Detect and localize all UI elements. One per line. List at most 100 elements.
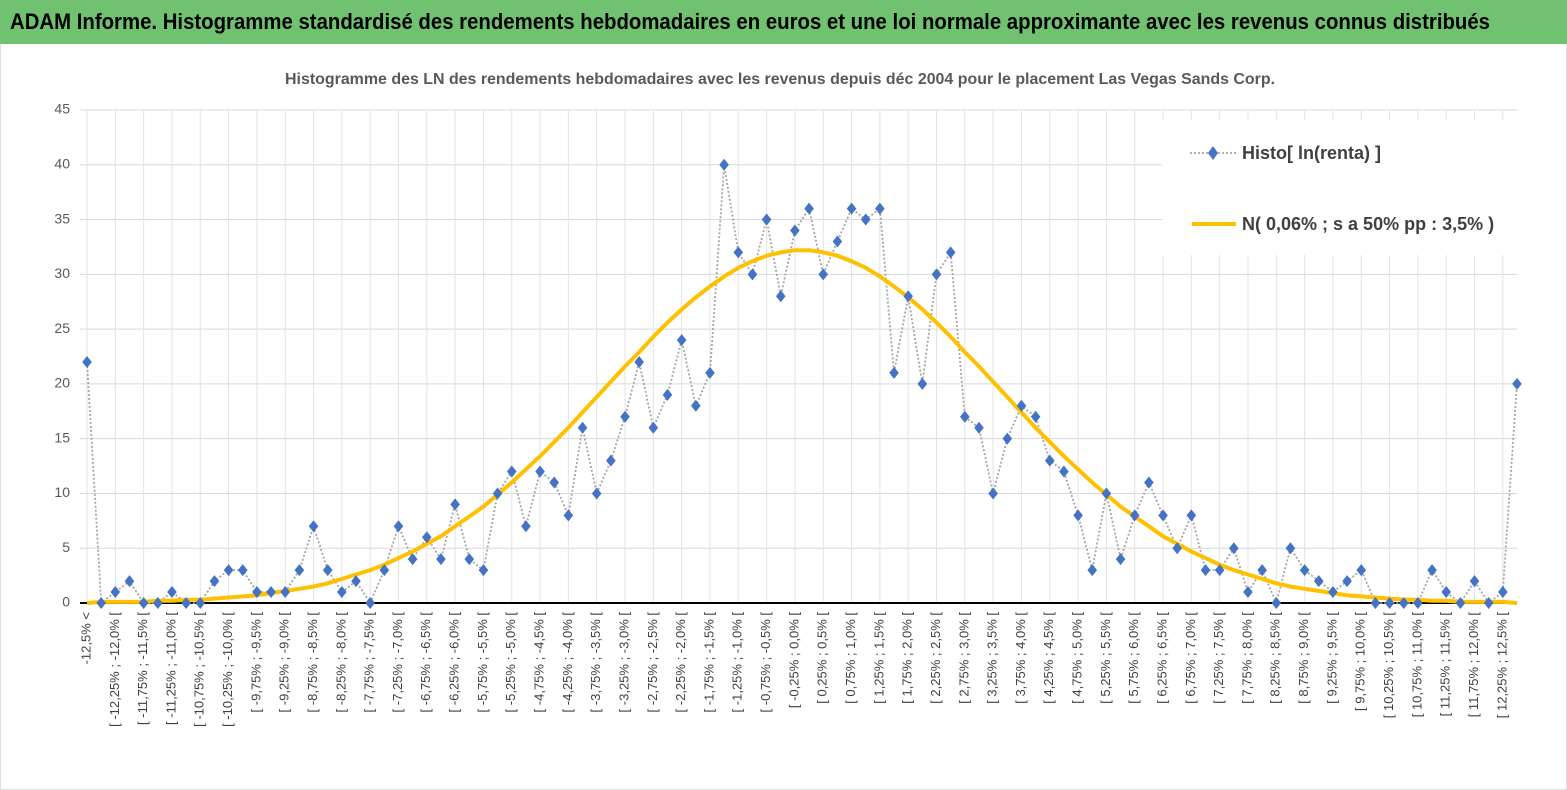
data-point: [181, 597, 191, 609]
y-tick-label: 45: [54, 101, 70, 117]
x-tick-label: [ -0,75% ; -0,5% [: [758, 612, 773, 713]
data-point: [775, 290, 786, 303]
data-point: [1144, 476, 1154, 489]
data-point: [974, 421, 984, 434]
data-point: [1285, 542, 1296, 555]
data-point: [1158, 509, 1168, 522]
x-tick-label: [ -8,25% ; -8,0% [: [333, 612, 348, 713]
x-tick-label: [ 2,25% ; 2,5% [: [928, 612, 943, 704]
x-tick-label: [ -9,75% ; -9,5% [: [248, 612, 263, 713]
data-point: [1200, 564, 1211, 577]
data-point: [82, 355, 92, 368]
data-point: [379, 564, 390, 577]
data-point: [492, 487, 503, 500]
x-tick-label: [ 5,25% ; 5,5% [: [1098, 612, 1113, 704]
data-point: [1172, 542, 1182, 555]
data-point: [832, 235, 843, 248]
data-point: [1413, 597, 1423, 609]
data-point: [903, 290, 913, 303]
data-point: [960, 410, 970, 423]
data-point: [294, 564, 305, 577]
data-point: [1441, 586, 1452, 599]
data-point: [209, 575, 220, 588]
x-tick-label: [ -0,25% ; 0,0% [: [786, 612, 801, 708]
x-tick-label: [ -12,25% ; -12,0% [: [107, 612, 122, 727]
data-point: [988, 487, 998, 500]
data-point: [1257, 564, 1267, 577]
data-point: [1073, 509, 1083, 522]
data-point: [1328, 586, 1338, 599]
data-point: [1498, 586, 1508, 599]
y-tick-label: 25: [54, 320, 70, 336]
x-tick-label: [ 6,25% ; 6,5% [: [1154, 612, 1169, 704]
x-tick-label: [ 12,25% ; 12,5% [: [1494, 612, 1509, 719]
data-point: [889, 366, 899, 379]
x-tick-label: [ 4,75% ; 5,0% [: [1070, 612, 1085, 704]
x-tick-label: [ 4,25% ; 4,5% [: [1041, 612, 1056, 704]
data-point: [1384, 597, 1395, 609]
x-tick-label: [ -6,75% ; -6,5% [: [418, 612, 433, 713]
x-tick-label: [ -11,75% ; -11,5% [: [135, 612, 150, 725]
data-point: [676, 334, 687, 347]
data-point: [478, 564, 489, 577]
data-point: [804, 202, 814, 215]
data-point: [252, 586, 262, 599]
y-tick-label: 35: [54, 210, 70, 226]
x-tick-label: [ -1,75% ; -1,5% [: [701, 612, 716, 713]
data-point: [1016, 399, 1027, 412]
data-point: [691, 399, 701, 412]
data-point: [110, 586, 121, 599]
x-tick-label: [ -2,75% ; -2,5% [: [645, 612, 660, 713]
data-point: [591, 487, 602, 500]
y-tick-label: 20: [54, 375, 70, 391]
data-point: [563, 509, 574, 522]
data-point: [521, 520, 531, 533]
data-point: [351, 575, 361, 588]
x-tick-label: [ -8,75% ; -8,5% [: [305, 612, 320, 713]
data-point: [931, 268, 942, 281]
data-point: [662, 388, 673, 401]
x-tick-label: [ -11,25% ; -11,0% [: [163, 612, 178, 725]
data-point: [96, 597, 106, 609]
data-point: [1101, 487, 1112, 500]
data-point: [195, 597, 206, 609]
data-point: [790, 224, 800, 237]
header-bar: [0, 0, 1567, 44]
y-tick-label: 15: [54, 429, 70, 445]
data-point: [1455, 597, 1466, 609]
data-point: [450, 498, 460, 511]
data-point: [1483, 597, 1494, 609]
data-point: [1398, 597, 1409, 609]
data-point: [634, 355, 644, 368]
x-tick-label: [ -4,75% ; -4,5% [: [532, 612, 547, 713]
data-point: [875, 202, 885, 215]
data-point: [464, 553, 475, 566]
x-tick-label: [ -3,75% ; -3,5% [: [588, 612, 603, 713]
data-point: [1313, 575, 1324, 588]
x-tick-label: [ -10,75% ; -10,5% [: [192, 612, 207, 727]
x-tick-label: [ -5,75% ; -5,5% [: [475, 612, 490, 713]
data-point: [846, 202, 857, 215]
x-tick-label: [ -1,25% ; -1,0% [: [730, 612, 745, 713]
data-point: [152, 597, 163, 609]
y-tick-label: 40: [54, 155, 70, 171]
data-point: [1115, 553, 1126, 566]
chart-title: Histogramme des LN des rendements hebdom…: [285, 71, 1275, 88]
data-point: [1087, 564, 1098, 577]
data-point: [393, 520, 404, 533]
data-point: [606, 454, 616, 467]
data-point: [1044, 454, 1055, 467]
data-point: [1469, 575, 1480, 588]
x-tick-label: [ 11,25% ; 11,5% [: [1438, 612, 1453, 717]
legend-box: [1162, 120, 1542, 255]
x-tick-label: [ 0,25% ; 0,5% [: [815, 612, 830, 704]
data-point: [945, 246, 956, 259]
header-title: ADAM Informe. Histogramme standardisé de…: [10, 9, 1490, 34]
data-point: [1342, 575, 1352, 588]
data-point: [761, 213, 772, 226]
data-point: [860, 213, 871, 226]
x-tick-label: [ 8,75% ; 9,0% [: [1296, 612, 1311, 704]
data-point: [733, 246, 744, 259]
x-tick-label: [ 3,75% ; 4,0% [: [1013, 612, 1028, 704]
x-tick-label: [ 2,75% ; 3,0% [: [956, 612, 971, 704]
